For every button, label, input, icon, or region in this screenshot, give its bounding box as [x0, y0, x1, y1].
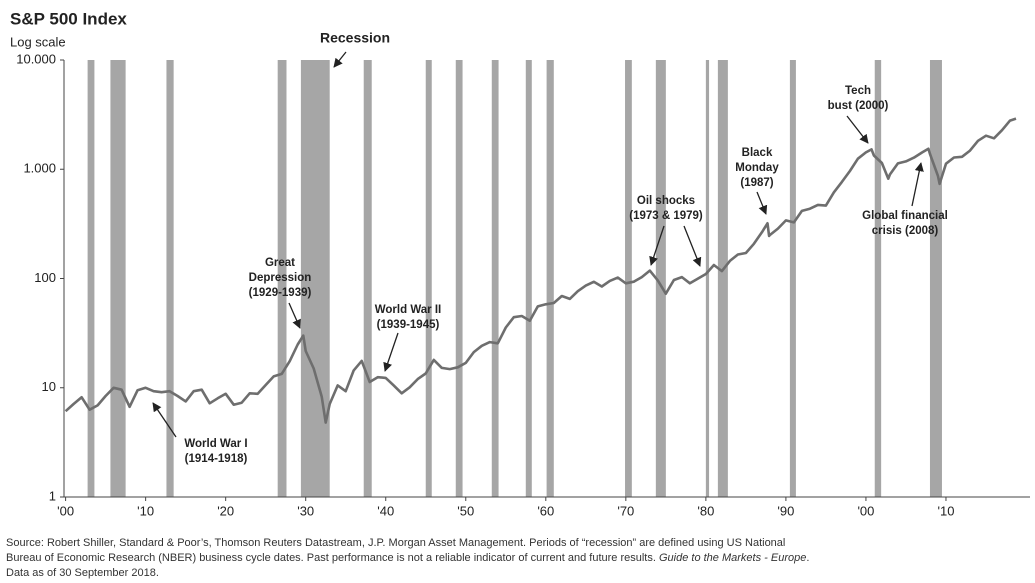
y-tick-label: 1 — [49, 488, 56, 503]
annotation: World War I — [184, 438, 247, 450]
annotation: Tech — [845, 85, 871, 97]
annotation-arrow — [756, 191, 768, 215]
x-tick-label: '10 — [937, 503, 954, 518]
annotation: (1973 & 1979) — [629, 210, 703, 222]
x-tick-label: '00 — [57, 503, 74, 518]
x-tick-label: '10 — [137, 503, 154, 518]
recession-band — [425, 60, 432, 497]
recession-band — [300, 60, 330, 497]
annotation: World War II — [375, 304, 441, 316]
recession-band — [717, 60, 728, 497]
recession-band — [525, 60, 532, 497]
annotation-arrow — [383, 332, 399, 372]
recession-band — [929, 60, 942, 497]
chart-title: S&P 500 Index — [10, 9, 127, 28]
annotation-arrow — [846, 115, 869, 144]
annotation: Great — [265, 257, 295, 269]
annotation-arrow — [911, 162, 924, 207]
footnote: Source: Robert Shiller, Standard & Poor’… — [6, 537, 785, 549]
recession-band — [491, 60, 499, 497]
recession-band — [625, 60, 632, 497]
annotation: (1914-1918) — [185, 453, 248, 465]
x-tick-label: '40 — [377, 503, 394, 518]
recession-band — [655, 60, 666, 497]
y-tick-label: 10 — [42, 379, 56, 394]
recession-band — [874, 60, 882, 497]
y-tick-label: 10.000 — [16, 51, 56, 66]
annotation-arrow — [683, 225, 702, 267]
chart-subtitle: Log scale — [10, 34, 66, 49]
x-tick-label: '70 — [617, 503, 634, 518]
index-line — [64, 117, 1017, 424]
annotation: Black — [742, 147, 773, 159]
annotation: (1929-1939) — [249, 287, 312, 299]
annotation-arrow — [288, 302, 301, 329]
x-tick-label: '90 — [777, 503, 794, 518]
footnote: Bureau of Economic Research (NBER) busin… — [6, 552, 809, 564]
recession-band — [110, 60, 126, 497]
annotation: Depression — [249, 272, 312, 284]
recession-band — [705, 60, 710, 497]
x-tick-label: '80 — [697, 503, 714, 518]
recession-band — [455, 60, 463, 497]
y-tick-label: 1.000 — [23, 161, 56, 176]
annotation-arrow — [333, 51, 347, 68]
recession-band — [277, 60, 287, 497]
recession-band — [363, 60, 372, 497]
annotation: Monday — [735, 162, 779, 174]
x-tick-label: '30 — [297, 503, 314, 518]
annotation: Recession — [320, 30, 390, 46]
annotation: Oil shocks — [637, 195, 695, 207]
recession-band — [166, 60, 174, 497]
x-tick-label: '00 — [857, 503, 874, 518]
recession-band — [789, 60, 796, 497]
annotation: crisis (2008) — [872, 225, 939, 237]
annotation-arrow — [649, 225, 665, 266]
footnote-text: Bureau of Economic Research (NBER) busin… — [6, 552, 659, 564]
footnote: Data as of 30 September 2018. — [6, 567, 159, 579]
annotation: (1987) — [740, 177, 773, 189]
x-tick-label: '50 — [457, 503, 474, 518]
y-tick-label: 100 — [34, 270, 56, 285]
x-tick-label: '60 — [537, 503, 554, 518]
recession-band — [87, 60, 95, 497]
footnote-italic: Guide to the Markets - Europe — [659, 552, 806, 564]
recession-band — [546, 60, 554, 497]
annotation: Global financial — [862, 210, 948, 222]
footnote-text: . — [806, 552, 809, 564]
annotation: (1939-1945) — [377, 319, 440, 331]
x-tick-label: '20 — [217, 503, 234, 518]
annotation-arrow — [152, 402, 177, 438]
annotation: bust (2000) — [828, 100, 889, 112]
